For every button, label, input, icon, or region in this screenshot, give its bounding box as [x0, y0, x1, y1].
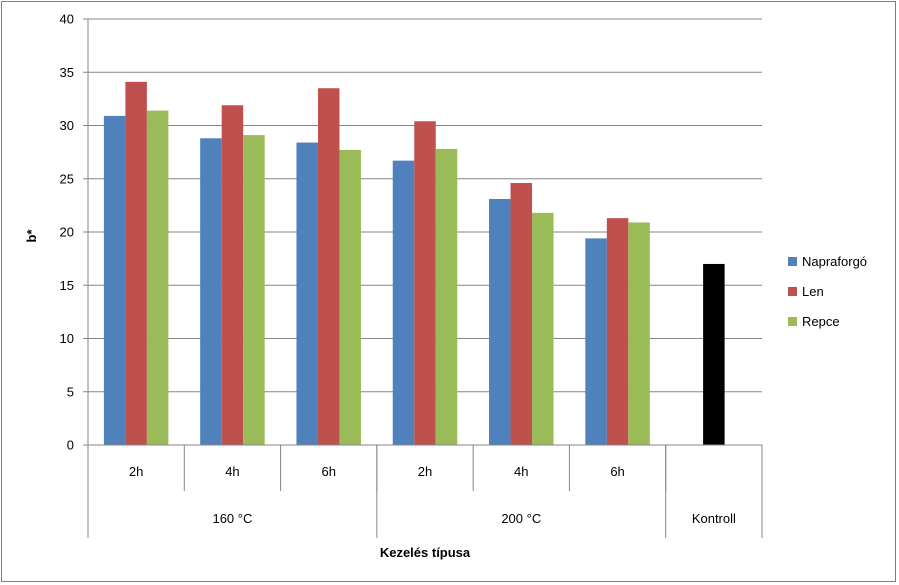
bar-len	[510, 183, 533, 445]
bar-napraforg-	[103, 115, 126, 445]
legend: Napraforgó Len Repce	[788, 254, 867, 329]
y-tick-label: 15	[60, 278, 74, 293]
y-tick-label: 25	[60, 171, 74, 186]
bar-repce	[628, 222, 650, 445]
x-tick-label: 6h	[610, 464, 624, 479]
bar-napraforg-	[296, 142, 318, 446]
legend-label: Repce	[802, 314, 840, 329]
y-tick-label: 30	[60, 118, 74, 133]
bar-repce	[435, 148, 458, 445]
bar-len	[221, 105, 244, 445]
y-tick-label: 10	[60, 331, 74, 346]
x-group-label: Kontroll	[692, 511, 736, 526]
legend-label: Len	[802, 284, 824, 299]
bar-len	[125, 81, 147, 446]
y-axis-ticks: 0 5 10 15 20 25 30 35 40	[60, 12, 89, 453]
y-tick-label: 20	[60, 225, 74, 240]
bar-repce	[243, 135, 265, 445]
x-tick-label: 4h	[514, 464, 528, 479]
y-tick-label: 35	[60, 65, 74, 80]
x-axis-title: Kezelés típusa	[380, 545, 471, 560]
bar-repce	[532, 212, 554, 445]
x-tick-label: 2h	[129, 464, 143, 479]
legend-swatch	[788, 257, 797, 266]
y-tick-label: 0	[67, 438, 74, 453]
bar-kontroll	[703, 263, 725, 445]
bars	[103, 81, 725, 446]
bar-napraforg-	[392, 160, 415, 445]
x-axis: 2h 4h 6h 160 °C 2h 4h 6h 200 °C Kontroll	[87, 444, 763, 538]
bar-napraforg-	[585, 238, 607, 445]
legend-swatch	[788, 317, 797, 326]
bar-len	[606, 218, 629, 445]
bar-repce	[146, 110, 169, 445]
x-tick-label: 2h	[418, 464, 432, 479]
y-axis-title: b*	[24, 229, 39, 243]
y-tick-label: 5	[67, 384, 74, 399]
legend-label: Napraforgó	[802, 254, 867, 269]
bar-napraforg-	[200, 138, 222, 445]
bar-napraforg-	[489, 198, 511, 445]
bar-len	[317, 88, 340, 445]
y-tick-label: 40	[60, 12, 74, 27]
x-tick-label: 4h	[225, 464, 239, 479]
legend-swatch	[788, 287, 797, 296]
x-group-label: 200 °C	[501, 511, 541, 526]
x-tick-label: 6h	[321, 464, 335, 479]
x-group-label: 160 °C	[212, 511, 252, 526]
bar-len	[414, 121, 436, 446]
bar-repce	[339, 149, 361, 445]
